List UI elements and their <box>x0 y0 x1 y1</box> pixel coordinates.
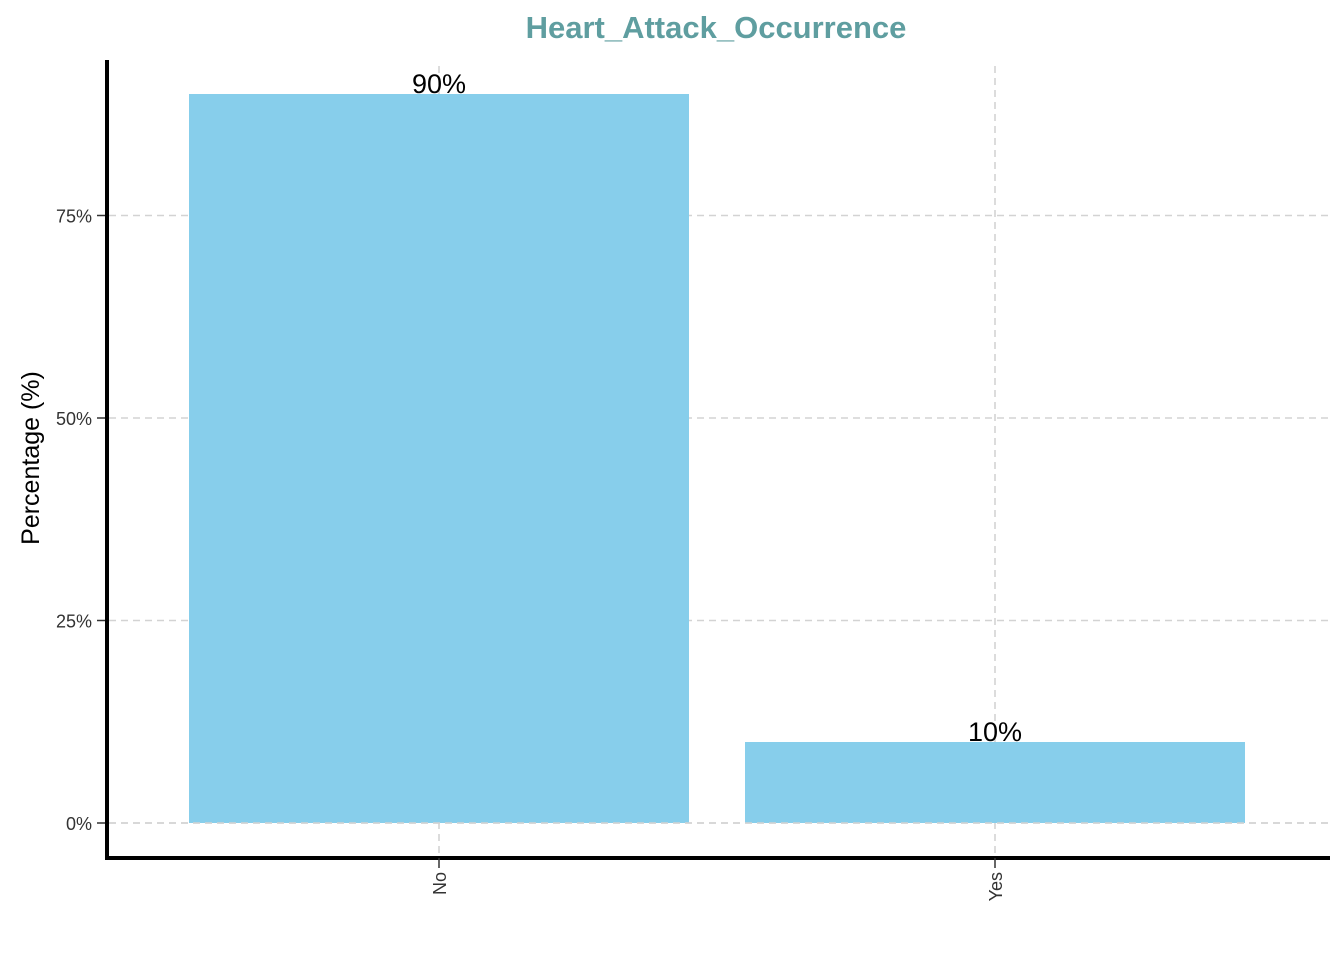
chart-title: Heart_Attack_Occurrence <box>526 10 907 45</box>
data-label-yes: 10% <box>968 717 1022 747</box>
tick-labels: 0% 25% 50% 75% No Yes <box>56 207 1006 902</box>
x-tick-label-no: No <box>430 872 450 895</box>
y-tick-label: 0% <box>66 814 92 834</box>
data-label-no: 90% <box>412 69 466 99</box>
bar-no <box>189 94 689 823</box>
y-tick-label: 50% <box>56 409 92 429</box>
x-tick-label-yes: Yes <box>986 872 1006 901</box>
bars <box>189 94 1245 823</box>
y-axis-label: Percentage (%) <box>17 371 45 545</box>
axes <box>97 60 1330 868</box>
data-labels: 90% 10% <box>109 69 1330 824</box>
y-tick-label: 75% <box>56 207 92 227</box>
y-tick-label: 25% <box>56 612 92 632</box>
bar-yes <box>745 742 1245 823</box>
